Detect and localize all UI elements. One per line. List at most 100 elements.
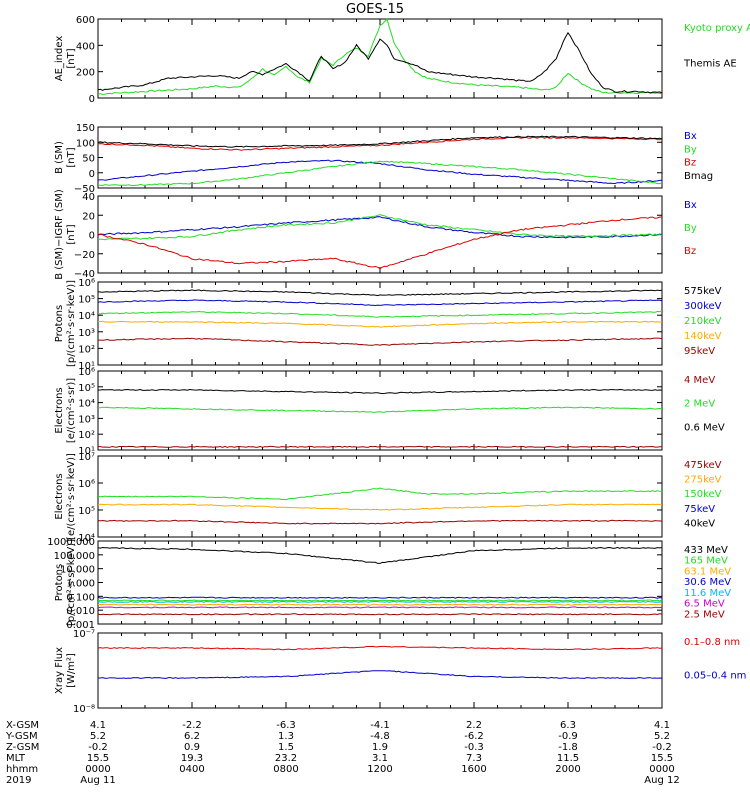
y-tick-label: 10⁵ bbox=[78, 383, 95, 394]
y-tick-label: 50 bbox=[82, 154, 95, 165]
series-line-protons1-0 bbox=[97, 289, 663, 297]
panel-frame bbox=[97, 18, 663, 99]
y-tick-label: −50 bbox=[74, 184, 95, 195]
x-row-value: 15.5 bbox=[87, 753, 109, 764]
y-tick-label: 10⁶ bbox=[78, 278, 95, 289]
y-axis-label: [nT] bbox=[66, 224, 77, 244]
y-tick-label: 10⁴ bbox=[78, 533, 95, 544]
x-row-value: 1200 bbox=[367, 764, 392, 775]
panel-xray: 10⁻⁸ 10⁻⁷ Xray Flux [W/m²] 0.1–0.8 nm 0.05–0.… bbox=[54, 629, 746, 715]
legend-entry: 0.1–0.8 nm bbox=[684, 637, 740, 648]
figure-title: GOES-15 bbox=[346, 2, 404, 17]
y-axis-label: [e/(cm²·s·sr·keV)] bbox=[66, 453, 77, 540]
series-line-electrons1-1 bbox=[98, 406, 663, 413]
legend-entry: 6.5 MeV bbox=[684, 599, 725, 610]
y-tick-label: 10⁵ bbox=[78, 506, 95, 517]
legend-entry: 2.5 MeV bbox=[684, 609, 725, 620]
x-row-label: 2019 bbox=[6, 775, 31, 786]
y-axis-label: Electrons bbox=[54, 473, 65, 519]
legend-entry: 30.6 MeV bbox=[684, 577, 731, 588]
y-tick-label: 10² bbox=[78, 344, 95, 355]
x-row-value: 2000 bbox=[555, 764, 580, 775]
series-line-bsm-1 bbox=[97, 160, 663, 187]
legend-entry: 40keV bbox=[684, 518, 715, 529]
y-tick-label: 10⁻⁸ bbox=[73, 704, 95, 715]
x-row-label: X-GSM bbox=[6, 720, 39, 731]
x-row-value: 4.1 bbox=[90, 720, 106, 731]
series-line-xray-0 bbox=[97, 645, 663, 651]
x-row-value: Aug 11 bbox=[80, 775, 115, 786]
series-line-protons1-1 bbox=[97, 299, 663, 307]
x-row-value: -2.2 bbox=[182, 720, 202, 731]
y-tick-label: 0 bbox=[89, 169, 95, 180]
legend-entry: By bbox=[684, 144, 697, 155]
y-tick-label: 400 bbox=[76, 41, 95, 52]
y-axis-label: [e/(cm²·s·sr)] bbox=[66, 378, 77, 443]
series-line-electrons2-0 bbox=[97, 519, 663, 525]
y-axis-label: [W/m²] bbox=[66, 653, 77, 688]
x-row-value: 0400 bbox=[179, 764, 204, 775]
legend-entry: 0.6 MeV bbox=[684, 422, 725, 433]
x-row-value: -1.8 bbox=[558, 742, 578, 753]
panel-bsm: −50 0 50 100 150 B (SM) [nT] Bx By Bz Bmag bbox=[54, 123, 713, 195]
y-axis-label: Protons bbox=[54, 305, 65, 342]
y-tick-label: 20 bbox=[82, 211, 95, 222]
y-tick-label: 10⁴ bbox=[78, 399, 95, 410]
y-tick-label: 200 bbox=[76, 68, 95, 79]
y-tick-label: 10⁶ bbox=[78, 479, 95, 490]
x-row-value: -6.3 bbox=[276, 720, 296, 731]
x-row-value: 0.9 bbox=[184, 742, 200, 753]
x-row-value: 2.2 bbox=[466, 720, 482, 731]
x-row-value: -0.3 bbox=[464, 742, 484, 753]
series-line-protons1-2 bbox=[97, 310, 662, 318]
series-line-electrons2-2 bbox=[97, 487, 663, 501]
legend-entry: 165 MeV bbox=[684, 556, 728, 567]
legend-entry: 11.6 MeV bbox=[684, 588, 731, 599]
y-tick-label: 40 bbox=[82, 192, 95, 203]
x-row-value: -0.2 bbox=[88, 742, 108, 753]
x-row-label: Y-GSM bbox=[5, 731, 38, 742]
legend-entry: Bz bbox=[684, 246, 696, 257]
y-tick-label: 150 bbox=[76, 123, 95, 134]
legend-entry: Bx bbox=[684, 200, 697, 211]
y-axis-label: AE_index bbox=[54, 36, 65, 82]
series-line-protons2-5 bbox=[97, 606, 663, 609]
series-line-bsm-3 bbox=[97, 135, 663, 148]
x-row-value: 1.5 bbox=[278, 742, 294, 753]
panel-ae: 0 200 400 600 AE_index[nT] Kyoto proxy AE Them… bbox=[54, 15, 750, 105]
legend-entry: By bbox=[684, 223, 697, 234]
y-tick-label: 1.000 bbox=[66, 579, 95, 590]
legend-entry: 2 MeV bbox=[684, 399, 715, 410]
series-line-protons2-2 bbox=[98, 603, 663, 606]
legend-entry: Kyoto proxy AE bbox=[684, 23, 750, 34]
legend-entry: 300keV bbox=[684, 301, 722, 312]
x-row-value: 1.9 bbox=[372, 742, 388, 753]
x-row-value: 7.3 bbox=[466, 753, 482, 764]
y-tick-label: 0.001 bbox=[66, 620, 95, 631]
legend-entry: Themis AE bbox=[683, 59, 737, 70]
panel-frame bbox=[97, 370, 663, 451]
x-row-value: Aug 12 bbox=[644, 775, 679, 786]
y-axis-label: B (SM) bbox=[54, 141, 65, 174]
series-line-protons2-0 bbox=[97, 546, 663, 564]
y-tick-label: −40 bbox=[74, 269, 95, 280]
x-row-value: 0000 bbox=[85, 764, 110, 775]
x-row-value: 4.1 bbox=[654, 720, 670, 731]
x-row-value: 1.3 bbox=[278, 731, 294, 742]
series-line-protons2-1 bbox=[97, 599, 663, 602]
y-tick-label: 0 bbox=[89, 94, 95, 105]
y-axis-label: B (SM)−IGRF (SM) bbox=[54, 189, 65, 280]
x-row-value: 6.2 bbox=[184, 731, 200, 742]
x-row-value: 1600 bbox=[461, 764, 486, 775]
legend-entry: 63.1 MeV bbox=[684, 566, 731, 577]
y-tick-label: 0.010 bbox=[66, 606, 95, 617]
panel-protons1: 10¹ 10² 10³ 10⁴ 10⁵ 10⁶ Protons [p/(cm²·s·sr·ke… bbox=[54, 278, 722, 372]
x-row-value: -4.1 bbox=[370, 720, 390, 731]
y-tick-label: 10⁻⁷ bbox=[73, 629, 95, 640]
series-line-protons2-3 bbox=[97, 596, 663, 599]
y-axis-label: [p/(cm²·s·sr·keV)] bbox=[66, 539, 77, 626]
panel-bigrf: −40 −20 0 20 40 B (SM)−IGRF (SM) [nT] Bx By Bz bbox=[54, 189, 697, 280]
y-tick-label: 100 bbox=[76, 138, 95, 149]
series-line-electrons1-2 bbox=[97, 388, 663, 395]
